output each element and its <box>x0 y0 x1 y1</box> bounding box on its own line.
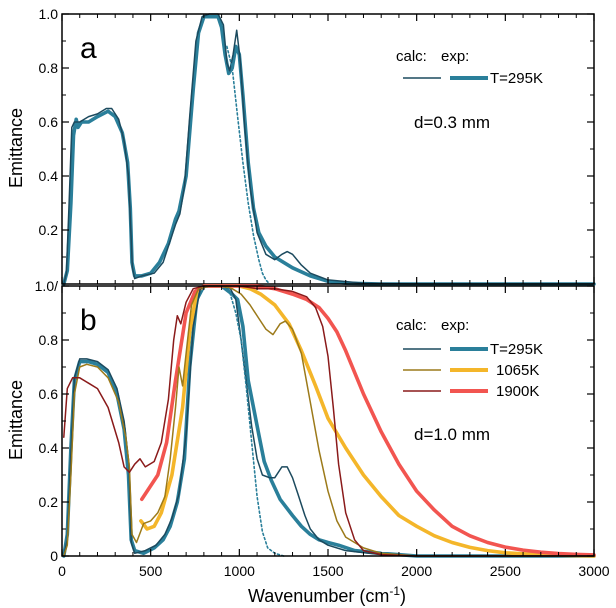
legend-label-b-1065k: 1065K <box>496 362 539 379</box>
x-tick-label-b: 3000 <box>578 563 609 579</box>
series-b-calc-1065k-line <box>63 285 595 557</box>
y-tick-label-a: 0.6 <box>39 114 59 130</box>
x-tick-label-b: 2500 <box>490 563 521 579</box>
y-tick-label-a: 0.2 <box>39 222 59 238</box>
y-tick-label-a: 0.4 <box>39 168 59 184</box>
y-tick-label-a: 0.8 <box>39 60 59 76</box>
x-tick-label-b: 500 <box>139 563 163 579</box>
y-tick-label-b: 0.6 <box>39 386 59 402</box>
thickness-annotation-b: d=1.0 mm <box>414 425 490 444</box>
panel-b-frame <box>61 285 595 557</box>
legend-header-exp-b: exp: <box>441 317 469 334</box>
y-tick-label-b: 0 <box>50 548 58 564</box>
y-tick-label-b: 0.2 <box>39 494 59 510</box>
series-a-exp-t-295k-line <box>62 14 596 286</box>
legend-label-a-295k: T=295K <box>490 70 543 87</box>
thickness-annotation-a: d=0.3 mm <box>414 113 490 132</box>
panel-a-frame <box>61 13 595 285</box>
panel-b-series <box>62 284 596 558</box>
series-b-calc-1900k-line <box>63 285 595 557</box>
panel-a: 0.2 0.4 0.6 0.8 1.0 a calc: exp: T=295K d=0.… <box>39 6 596 286</box>
legend-header-exp-a: exp: <box>441 48 469 65</box>
y-axis-title-a: Emittance <box>6 108 26 188</box>
x-tick-label-b: 2000 <box>401 563 432 579</box>
legend-label-b-295k: T=295K <box>490 341 543 358</box>
legend-label-b-1900k: 1900K <box>496 383 539 400</box>
series-a-dotted-dotted-line <box>226 45 271 285</box>
panel-a-ticks: 0.2 0.4 0.6 0.8 1.0 <box>39 6 595 284</box>
legend-header-calc-b: calc: <box>396 317 427 334</box>
y-tick-label-b: 0.8 <box>39 332 59 348</box>
x-tick-label-b: 1000 <box>224 563 255 579</box>
y-tick-label-a: 1.0 <box>39 6 59 22</box>
panel-b: 0 0.2 0.4 0.6 0.8 1.0/0 500 1000 1500 2000 2500 300… <box>35 278 610 579</box>
panel-a-series <box>62 13 596 286</box>
panel-letter-b: b <box>80 304 97 337</box>
series-b-exp-1900k-line <box>140 284 596 557</box>
legend-header-calc-a: calc: <box>396 48 427 65</box>
series-a-calc-t-295k-line <box>63 13 595 285</box>
x-tick-label-b: 1500 <box>312 563 343 579</box>
x-axis-title: Wavenumber (cm-1) <box>248 584 406 606</box>
y-tick-label-b: 0.4 <box>39 440 59 456</box>
series-b-exp-1065k-line <box>139 284 596 558</box>
x-tick-label-b: 0 <box>58 563 66 579</box>
y-tick-label-b: 1.0/ <box>35 278 58 294</box>
series-b-dotted-dotted-line <box>227 287 285 557</box>
y-axis-title-b: Emittance <box>6 380 26 460</box>
panel-letter-a: a <box>80 32 97 65</box>
